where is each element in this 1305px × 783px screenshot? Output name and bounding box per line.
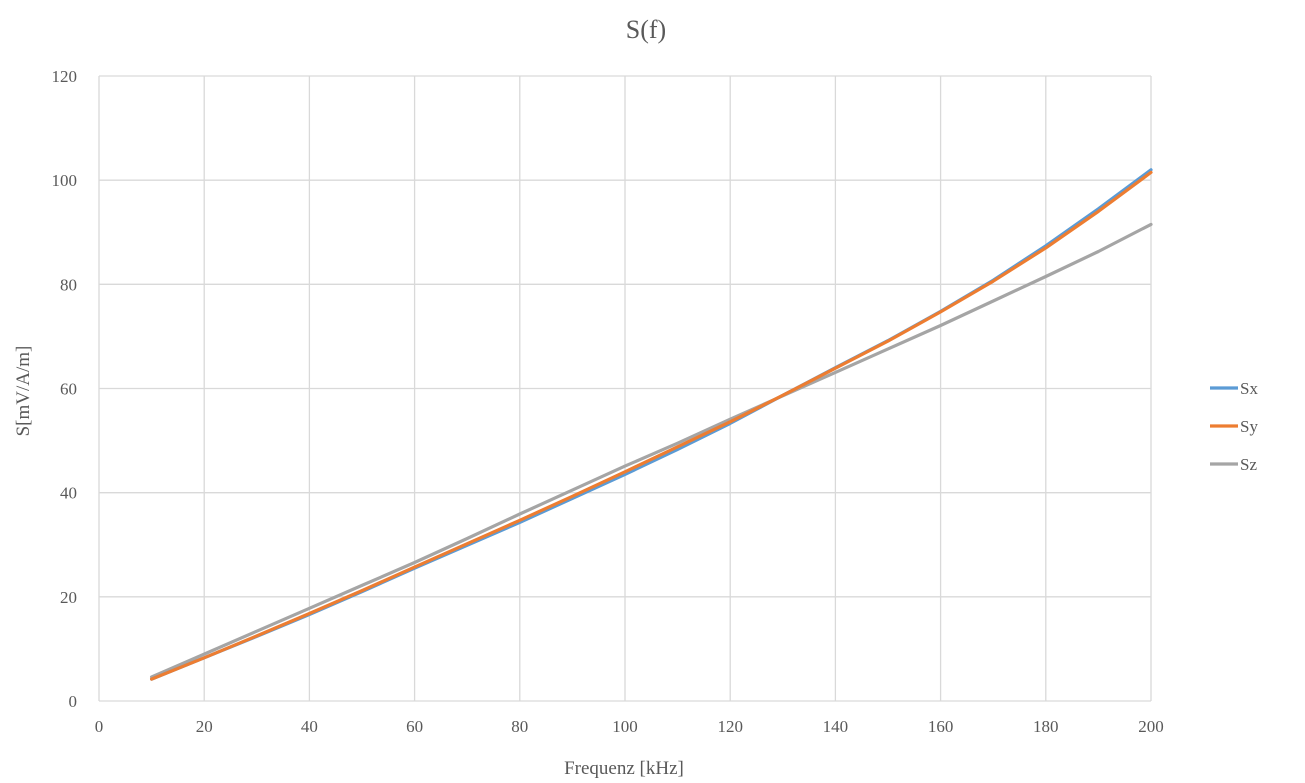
x-axis-label: Frequenz [kHz]: [564, 758, 684, 779]
gridlines: [98, 75, 1152, 702]
series-lines: [150, 168, 1153, 681]
x-axis-ticks: 0 20 40 60 80 100 120 140 160 180 200: [95, 717, 1164, 736]
x-tick-label: 0: [95, 717, 104, 736]
x-tick-label: 120: [717, 717, 743, 736]
x-tick-label: 180: [1033, 717, 1059, 736]
x-tick-label: 160: [928, 717, 954, 736]
y-tick-label: 40: [60, 484, 77, 503]
x-tick-label: 40: [301, 717, 318, 736]
legend-label: Sy: [1240, 417, 1258, 436]
x-tick-label: 100: [612, 717, 638, 736]
y-tick-label: 120: [52, 67, 78, 86]
y-tick-label: 80: [60, 275, 77, 294]
legend-label: Sz: [1240, 455, 1257, 474]
legend-label: Sx: [1240, 379, 1258, 398]
y-tick-label: 0: [69, 692, 78, 711]
legend: Sx Sy Sz: [1210, 379, 1258, 474]
y-tick-label: 20: [60, 588, 77, 607]
x-tick-label: 140: [823, 717, 849, 736]
series-line-sy: [150, 170, 1153, 681]
y-tick-label: 60: [60, 380, 77, 399]
y-axis-ticks: 0 20 40 60 80 100 120: [52, 67, 78, 711]
x-tick-label: 80: [511, 717, 528, 736]
legend-item-sz: Sz: [1210, 455, 1257, 474]
x-tick-label: 60: [406, 717, 423, 736]
series-line-sx: [150, 168, 1153, 681]
series-line-sz: [150, 222, 1153, 679]
legend-item-sy: Sy: [1210, 417, 1258, 436]
chart-title: S(f): [626, 15, 666, 44]
y-tick-label: 100: [52, 171, 78, 190]
x-tick-label: 200: [1138, 717, 1164, 736]
x-tick-label: 20: [196, 717, 213, 736]
legend-item-sx: Sx: [1210, 379, 1258, 398]
y-axis-label: S[mV/A/m]: [13, 346, 34, 437]
